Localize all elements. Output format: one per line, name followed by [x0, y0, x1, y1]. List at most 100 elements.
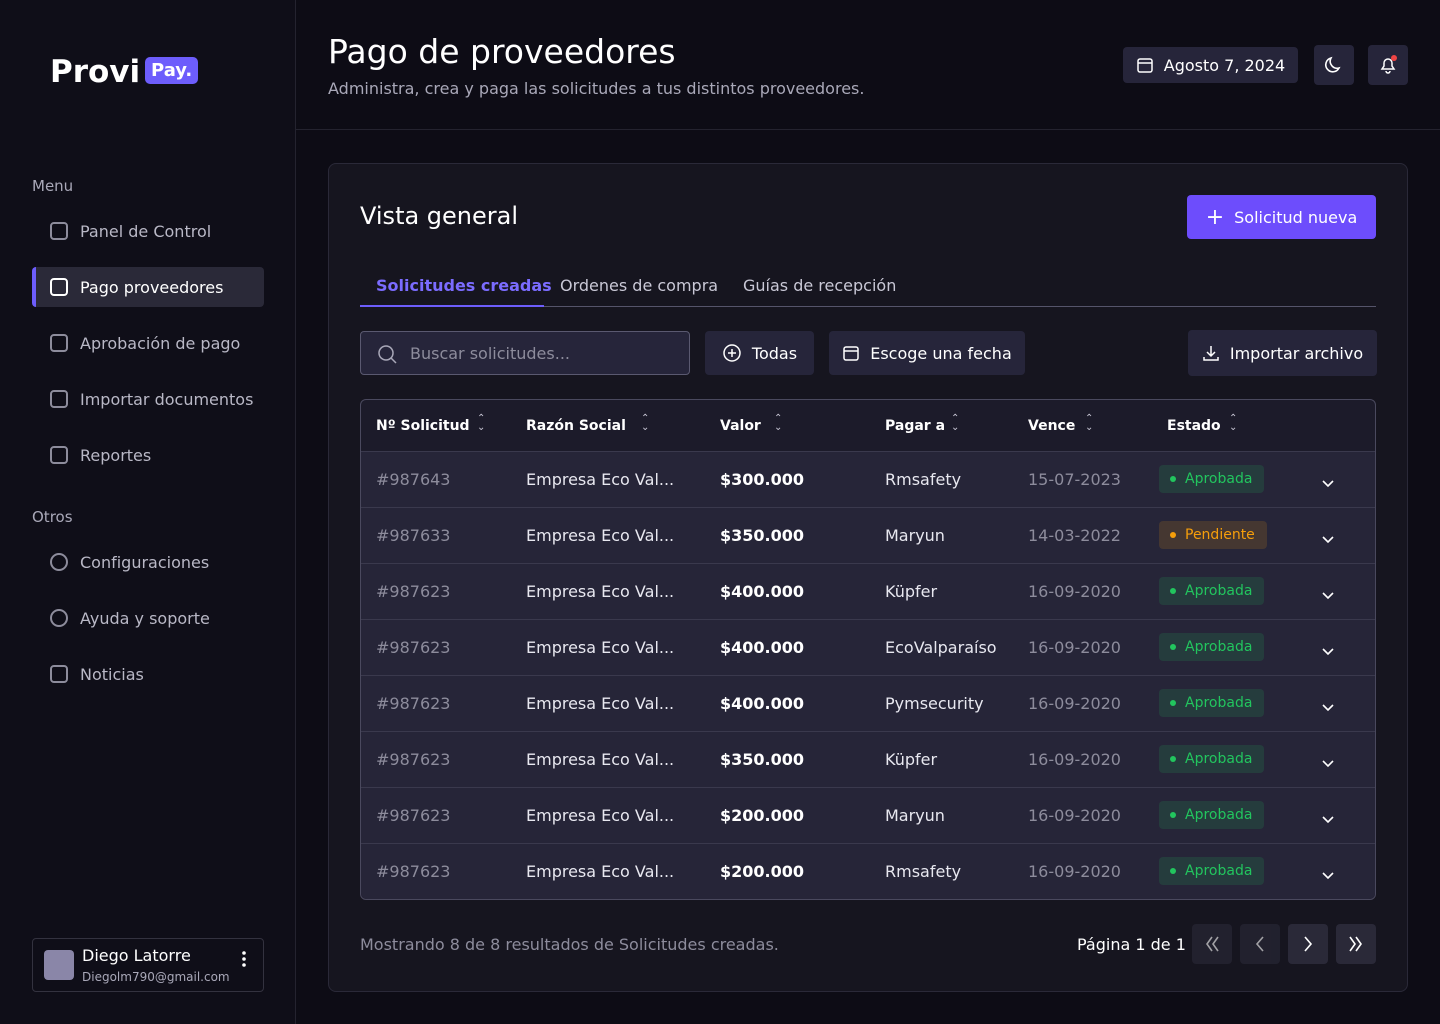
cell-valor: $300.000: [720, 470, 805, 489]
filter-all[interactable]: Todas: [705, 331, 814, 375]
page-subtitle: Administra, crea y paga las solicitudes …: [328, 79, 865, 98]
sort-icon[interactable]: ⌃ ⌄: [774, 413, 783, 433]
status-text: Aprobada: [1185, 583, 1253, 599]
notifications-button[interactable]: [1368, 45, 1408, 85]
menu-item[interactable]: Importar documentos: [32, 379, 264, 419]
cell-id: #987623: [376, 638, 451, 657]
cell-pagar: Maryun: [885, 526, 945, 545]
table-row[interactable]: #987633 Empresa Eco Val... $350.000 Maryun 1…: [361, 507, 1375, 563]
table-row[interactable]: #987623 Empresa Eco Val... $350.000 Küpfer 1…: [361, 731, 1375, 787]
menu-icon: [50, 334, 68, 352]
menu-label: Importar documentos: [80, 389, 254, 409]
status-text: Aprobada: [1185, 471, 1253, 487]
menu-item[interactable]: Pago proveedores: [32, 267, 264, 307]
column-header[interactable]: Estado: [1167, 418, 1221, 434]
cell-vence: 16-09-2020: [1028, 582, 1121, 601]
status-text: Aprobada: [1185, 695, 1253, 711]
sort-icon[interactable]: ⌃ ⌄: [1085, 413, 1094, 433]
expand-icon[interactable]: [1321, 474, 1335, 493]
expand-icon[interactable]: [1321, 642, 1335, 661]
status-dot: [1170, 476, 1176, 482]
pagination-button[interactable]: [1192, 924, 1232, 964]
tab[interactable]: Guías de recepción: [743, 276, 897, 295]
expand-icon[interactable]: [1321, 698, 1335, 717]
menu-label: Ayuda y soporte: [80, 608, 210, 628]
menu-item[interactable]: Configuraciones: [32, 542, 264, 582]
new-request-button[interactable]: + Solicitud nueva: [1187, 195, 1376, 239]
pagination-button[interactable]: [1336, 924, 1376, 964]
table-row[interactable]: #987623 Empresa Eco Val... $400.000 Küpfer 1…: [361, 563, 1375, 619]
cell-razon: Empresa Eco Val...: [526, 582, 675, 601]
column-header[interactable]: Pagar a: [885, 418, 946, 434]
menu-item[interactable]: Ayuda y soporte: [32, 598, 264, 638]
cell-pagar: Rmsafety: [885, 470, 962, 489]
menu-label: Aprobación de pago: [80, 333, 241, 353]
sort-icon[interactable]: ⌃ ⌄: [641, 413, 650, 433]
expand-icon[interactable]: [1321, 810, 1335, 829]
pagination-button[interactable]: [1288, 924, 1328, 964]
cell-pagar: Küpfer: [885, 750, 938, 769]
menu-item[interactable]: Aprobación de pago: [32, 323, 264, 363]
column-header[interactable]: Valor: [720, 418, 761, 434]
status-dot: [1170, 644, 1176, 650]
filter-date-text: Escoge una fecha: [870, 343, 1012, 363]
expand-icon[interactable]: [1321, 866, 1335, 885]
cell-id: #987643: [376, 470, 451, 489]
menu-item[interactable]: Reportes: [32, 435, 264, 475]
theme-button[interactable]: [1314, 45, 1354, 85]
cell-vence: 16-09-2020: [1028, 694, 1121, 713]
column-header[interactable]: Nº Solicitud: [376, 418, 470, 434]
status-text: Pendiente: [1185, 527, 1255, 543]
calendar-icon: [1137, 58, 1153, 73]
search-placeholder: Buscar solicitudes...: [410, 344, 570, 363]
search-box[interactable]: Buscar solicitudes...: [360, 331, 690, 375]
menu-icon: [50, 609, 68, 627]
table-row[interactable]: #987623 Empresa Eco Val... $200.000 Rmsafet…: [361, 843, 1375, 899]
tabs-line: [360, 306, 1376, 307]
status-badge: Aprobada: [1159, 745, 1265, 773]
column-header[interactable]: Razón Social: [526, 418, 626, 434]
menu-item[interactable]: Noticias: [32, 654, 264, 694]
table-row[interactable]: #987623 Empresa Eco Val... $200.000 Maryun 1…: [361, 787, 1375, 843]
menu-title: Menu: [32, 177, 74, 195]
status-text: Aprobada: [1185, 863, 1253, 879]
cell-razon: Empresa Eco Val...: [526, 526, 675, 545]
table-row[interactable]: #987643 Empresa Eco Val... $300.000 Rmsafet…: [361, 451, 1375, 507]
tab[interactable]: Solicitudes creadas: [376, 276, 552, 295]
cell-valor: $400.000: [720, 582, 805, 601]
cell-pagar: Küpfer: [885, 582, 938, 601]
user-card[interactable]: Diego Latorre Diegolm790@gmail.com: [32, 938, 264, 992]
expand-icon[interactable]: [1321, 586, 1335, 605]
cell-id: #987623: [376, 750, 451, 769]
status-text: Aprobada: [1185, 751, 1253, 767]
sort-icon[interactable]: ⌃ ⌄: [477, 413, 486, 433]
menu-icon: [50, 553, 68, 571]
status-badge: Aprobada: [1159, 577, 1265, 605]
import-button[interactable]: Importar archivo: [1188, 330, 1377, 376]
menu-item[interactable]: Panel de Control: [32, 211, 264, 251]
tab[interactable]: Ordenes de compra: [560, 276, 719, 295]
status-badge: Aprobada: [1159, 689, 1265, 717]
more-icon[interactable]: [239, 949, 249, 969]
download-icon: [1203, 346, 1219, 361]
table-row[interactable]: #987623 Empresa Eco Val... $400.000 Pymsecu…: [361, 675, 1375, 731]
sort-icon[interactable]: ⌃ ⌄: [1229, 413, 1238, 433]
pagination-button[interactable]: [1240, 924, 1280, 964]
date-text: Agosto 7, 2024: [1163, 55, 1286, 75]
logo-badge: Pay.: [145, 57, 199, 84]
menu-label: Noticias: [80, 664, 144, 684]
results-summary: Mostrando 8 de 8 resultados de Solicitud…: [360, 935, 779, 954]
menu-icon: [50, 278, 68, 296]
expand-icon[interactable]: [1321, 754, 1335, 773]
column-header[interactable]: Vence: [1028, 418, 1076, 434]
cell-vence: 14-03-2022: [1028, 526, 1121, 545]
cell-valor: $400.000: [720, 638, 805, 657]
table-row[interactable]: #987623 Empresa Eco Val... $400.000 EcoValp…: [361, 619, 1375, 675]
date-button[interactable]: Agosto 7, 2024: [1123, 47, 1298, 83]
expand-icon[interactable]: [1321, 530, 1335, 549]
menu-label: Configuraciones: [80, 552, 210, 572]
filter-date[interactable]: Escoge una fecha: [829, 331, 1025, 375]
sort-icon[interactable]: ⌃ ⌄: [951, 413, 960, 433]
user-name: Diego Latorre: [82, 946, 191, 965]
